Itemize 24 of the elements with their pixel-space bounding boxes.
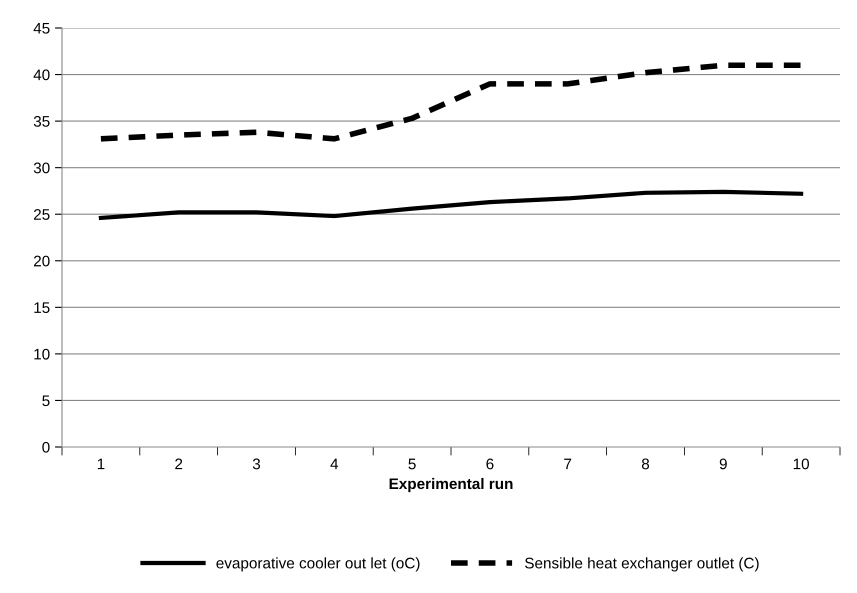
y-tick-label: 25 [34, 209, 50, 220]
y-tick-label: 40 [34, 69, 50, 80]
x-tick-label: 9 [720, 458, 727, 470]
y-tick-label: 5 [42, 395, 50, 406]
y-tick-label: 0 [42, 442, 50, 453]
y-tick-label: 35 [34, 116, 50, 127]
line-series [98, 190, 804, 220]
y-tick-label: 45 [34, 23, 50, 34]
x-tick-label: 1 [98, 458, 104, 470]
x-tick-label: 3 [252, 458, 260, 470]
x-tick-label: 8 [642, 458, 650, 470]
x-tick-label: 2 [175, 458, 182, 470]
y-tick-label: 30 [34, 162, 50, 174]
legend-label: evaporative cooler out let (oC) [216, 557, 420, 572]
y-tick-label: 10 [34, 348, 50, 360]
x-tick-label: 6 [486, 458, 494, 470]
x-tick-label: 7 [564, 458, 572, 470]
x-tick-label: 5 [408, 458, 416, 470]
legend-label: Sensible heat exchanger outlet (C) [525, 557, 759, 572]
x-tick-label: 4 [330, 458, 338, 470]
y-tick-label: 15 [34, 302, 50, 314]
y-tick-label: 20 [34, 256, 50, 266]
x-axis-title: Experimental run [390, 478, 512, 492]
x-tick-label: 10 [794, 458, 809, 470]
